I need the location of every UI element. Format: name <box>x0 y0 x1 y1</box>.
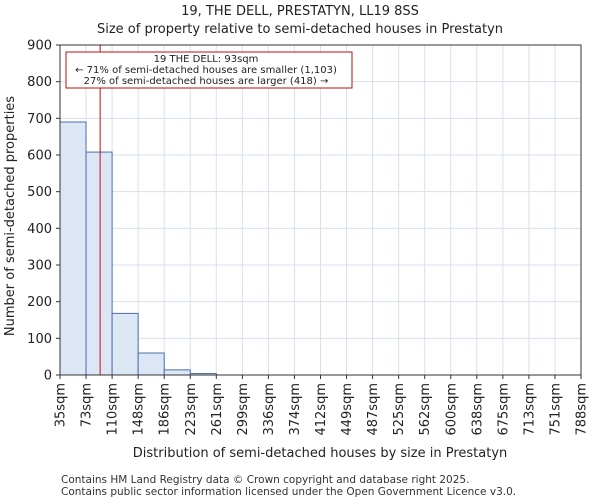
bar-186sqm <box>163 369 191 376</box>
x-tick-label-751sqm: 751sqm <box>548 383 563 436</box>
x-tick-label-148sqm: 148sqm <box>132 383 147 436</box>
y-tick-label-0: 0 <box>44 369 52 384</box>
x-tick-label-788sqm: 788sqm <box>575 383 590 436</box>
x-tick-label-562sqm: 562sqm <box>418 383 433 436</box>
x-tick-label-412sqm: 412sqm <box>314 383 329 436</box>
annotation-line-3: 27% of semi-detached houses are larger (… <box>84 76 329 87</box>
x-tick-label-35sqm: 35sqm <box>54 383 69 427</box>
y-tick-label-700: 700 <box>27 112 52 127</box>
annotation-line-2: ← 71% of semi-detached houses are smalle… <box>75 65 337 76</box>
x-tick-label-73sqm: 73sqm <box>80 383 95 427</box>
bar-110sqm <box>111 312 139 376</box>
footer-line-1: Contains HM Land Registry data © Crown c… <box>61 474 469 486</box>
x-tick-labels: 35sqm 73sqm 110sqm 148sqm 186sqm 223sqm 261sqm… <box>54 375 590 436</box>
y-tick-label-900: 900 <box>27 39 52 54</box>
y-tick-label-100: 100 <box>27 332 52 347</box>
footer-line-2: Contains public sector information licen… <box>61 486 516 498</box>
x-tick-label-299sqm: 299sqm <box>236 383 251 436</box>
bar-73sqm <box>85 151 113 376</box>
x-tick-label-261sqm: 261sqm <box>210 383 225 436</box>
x-tick-label-600sqm: 600sqm <box>444 383 459 436</box>
annotation-border <box>65 51 353 89</box>
annotation-box: 19 THE DELL: 93sqm ← 71% of semi-detache… <box>65 51 353 89</box>
y-tick-label-200: 200 <box>27 295 52 310</box>
x-tick-label-675sqm: 675sqm <box>496 383 511 436</box>
x-tick-label-223sqm: 223sqm <box>184 383 199 436</box>
x-tick-label-638sqm: 638sqm <box>470 383 485 436</box>
x-tick-label-186sqm: 186sqm <box>158 383 173 436</box>
y-tick-labels: 0 100 200 300 400 500 600 700 800 900 <box>27 39 60 384</box>
x-tick-label-525sqm: 525sqm <box>392 383 407 436</box>
x-tick-label-487sqm: 487sqm <box>366 383 381 436</box>
x-tick-label-336sqm: 336sqm <box>262 383 277 436</box>
x-tick-label-449sqm: 449sqm <box>340 383 355 436</box>
y-tick-label-400: 400 <box>27 222 52 237</box>
chart-subtitle: Size of property relative to semi-detach… <box>97 22 503 37</box>
x-axis-title: Distribution of semi-detached houses by … <box>133 446 508 461</box>
y-axis-title: Number of semi-detached properties <box>3 96 18 336</box>
x-tick-label-110sqm: 110sqm <box>106 383 121 436</box>
y-tick-label-800: 800 <box>27 75 52 90</box>
x-tick-label-713sqm: 713sqm <box>522 383 537 436</box>
bar-148sqm <box>137 352 165 376</box>
bars <box>59 121 217 376</box>
annotation-line-1: 19 THE DELL: 93sqm <box>154 54 259 65</box>
chart-title: 19, THE DELL, PRESTATYN, LL19 8SS <box>181 4 419 19</box>
bar-35sqm <box>59 121 87 376</box>
y-tick-label-600: 600 <box>27 149 52 164</box>
y-tick-label-500: 500 <box>27 185 52 200</box>
y-tick-label-300: 300 <box>27 259 52 274</box>
x-tick-label-374sqm: 374sqm <box>288 383 303 436</box>
